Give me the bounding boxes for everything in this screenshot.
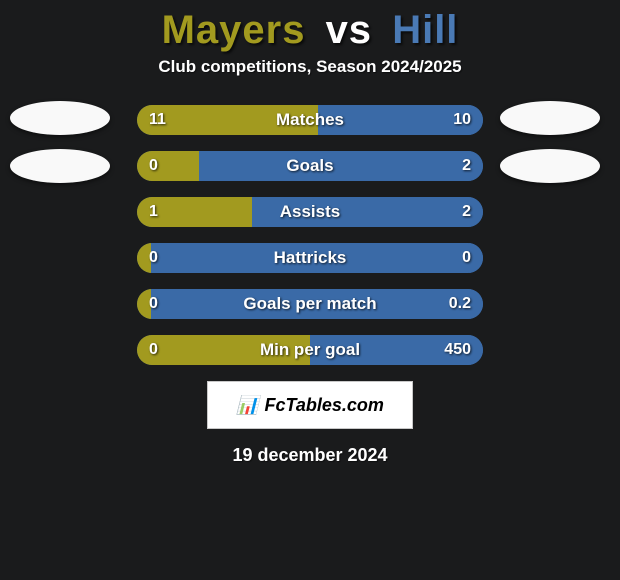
team-badge-left-1 xyxy=(10,149,110,183)
player2-name: Hill xyxy=(392,8,458,52)
stat-value-right: 10 xyxy=(453,105,471,135)
stats-area: 11Matches100Goals21Assists20Hattricks00G… xyxy=(0,105,620,365)
comparison-card: Mayers vs Hill Club competitions, Season… xyxy=(0,0,620,466)
page-title: Mayers vs Hill xyxy=(162,8,459,53)
stat-label: Assists xyxy=(137,197,483,227)
stat-label: Matches xyxy=(137,105,483,135)
stat-row: 0Goals per match0.2 xyxy=(137,289,483,319)
stat-row: 0Hattricks0 xyxy=(137,243,483,273)
stat-value-right: 2 xyxy=(462,197,471,227)
date-label: 19 december 2024 xyxy=(232,445,387,466)
stat-label: Goals per match xyxy=(137,289,483,319)
stat-value-right: 0.2 xyxy=(449,289,471,319)
stat-label: Goals xyxy=(137,151,483,181)
stat-row: 11Matches10 xyxy=(137,105,483,135)
team-badge-left-0 xyxy=(10,101,110,135)
brand-box: 📊 FcTables.com xyxy=(207,381,413,429)
player1-name: Mayers xyxy=(162,8,306,52)
team-badge-right-1 xyxy=(500,149,600,183)
stat-row: 0Min per goal450 xyxy=(137,335,483,365)
stat-label: Min per goal xyxy=(137,335,483,365)
team-badge-right-0 xyxy=(500,101,600,135)
stat-value-right: 450 xyxy=(444,335,471,365)
stat-value-right: 2 xyxy=(462,151,471,181)
subtitle: Club competitions, Season 2024/2025 xyxy=(158,57,461,77)
vs-text: vs xyxy=(326,8,373,52)
stat-label: Hattricks xyxy=(137,243,483,273)
stat-row: 1Assists2 xyxy=(137,197,483,227)
stat-row: 0Goals2 xyxy=(137,151,483,181)
chart-icon: 📊 xyxy=(236,395,258,416)
brand-text: FcTables.com xyxy=(265,395,384,416)
stat-value-right: 0 xyxy=(462,243,471,273)
